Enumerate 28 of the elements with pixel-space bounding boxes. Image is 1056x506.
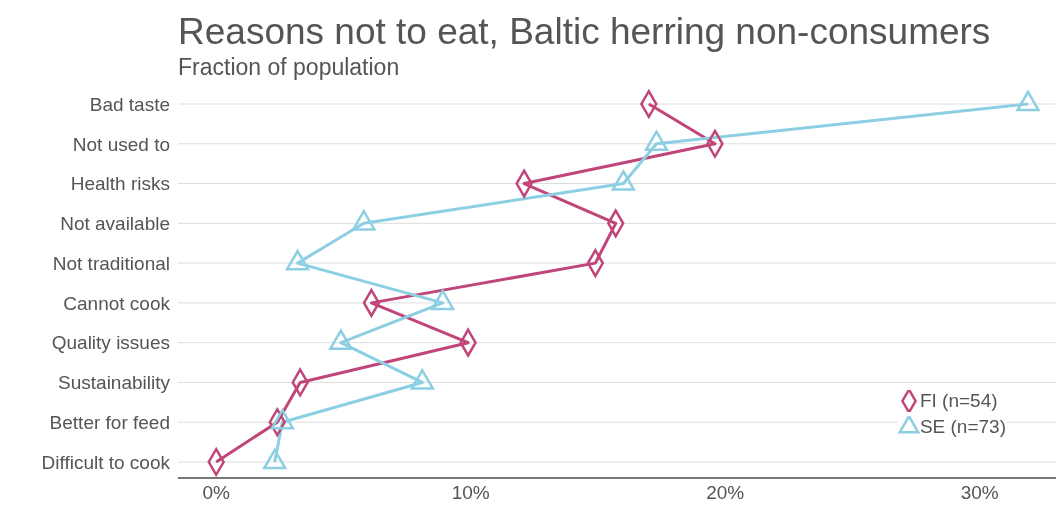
chart-subtitle: Fraction of population bbox=[178, 54, 400, 81]
x-tick-label: 20% bbox=[706, 482, 745, 504]
point bbox=[329, 329, 353, 350]
point bbox=[644, 130, 669, 152]
y-tick-label: Cannot cook bbox=[63, 292, 171, 314]
point bbox=[285, 249, 310, 271]
x-tick-label: 30% bbox=[960, 482, 999, 504]
y-tick-label: Bad taste bbox=[89, 93, 170, 115]
y-tick-label: Better for feed bbox=[49, 411, 170, 433]
x-tick-label: 0% bbox=[202, 482, 231, 504]
point bbox=[262, 448, 287, 470]
y-tick-label: Quality issues bbox=[51, 332, 170, 354]
point bbox=[611, 170, 636, 191]
y-tick-label: Difficult to cook bbox=[41, 451, 171, 473]
point bbox=[1016, 90, 1040, 112]
chart-title: Reasons not to eat, Baltic herring non-consumers bbox=[178, 11, 991, 52]
point bbox=[270, 408, 295, 430]
y-tick-label: Not used to bbox=[72, 133, 170, 155]
point bbox=[352, 209, 376, 231]
y-tick-label: Not traditional bbox=[52, 252, 170, 274]
y-tick-label: Sustainability bbox=[58, 372, 171, 394]
point bbox=[430, 289, 455, 311]
y-tick-label: Health risks bbox=[70, 173, 170, 195]
x-tick-label: 10% bbox=[451, 482, 490, 504]
point bbox=[410, 369, 435, 390]
legend-label: FI (n=54) bbox=[919, 390, 998, 412]
legend-label: SE (n=73) bbox=[919, 416, 1006, 438]
y-tick-label: Not available bbox=[60, 213, 170, 235]
